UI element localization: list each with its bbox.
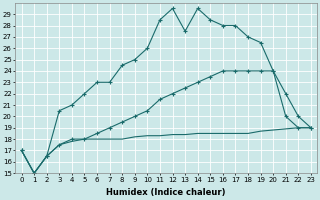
- X-axis label: Humidex (Indice chaleur): Humidex (Indice chaleur): [107, 188, 226, 197]
